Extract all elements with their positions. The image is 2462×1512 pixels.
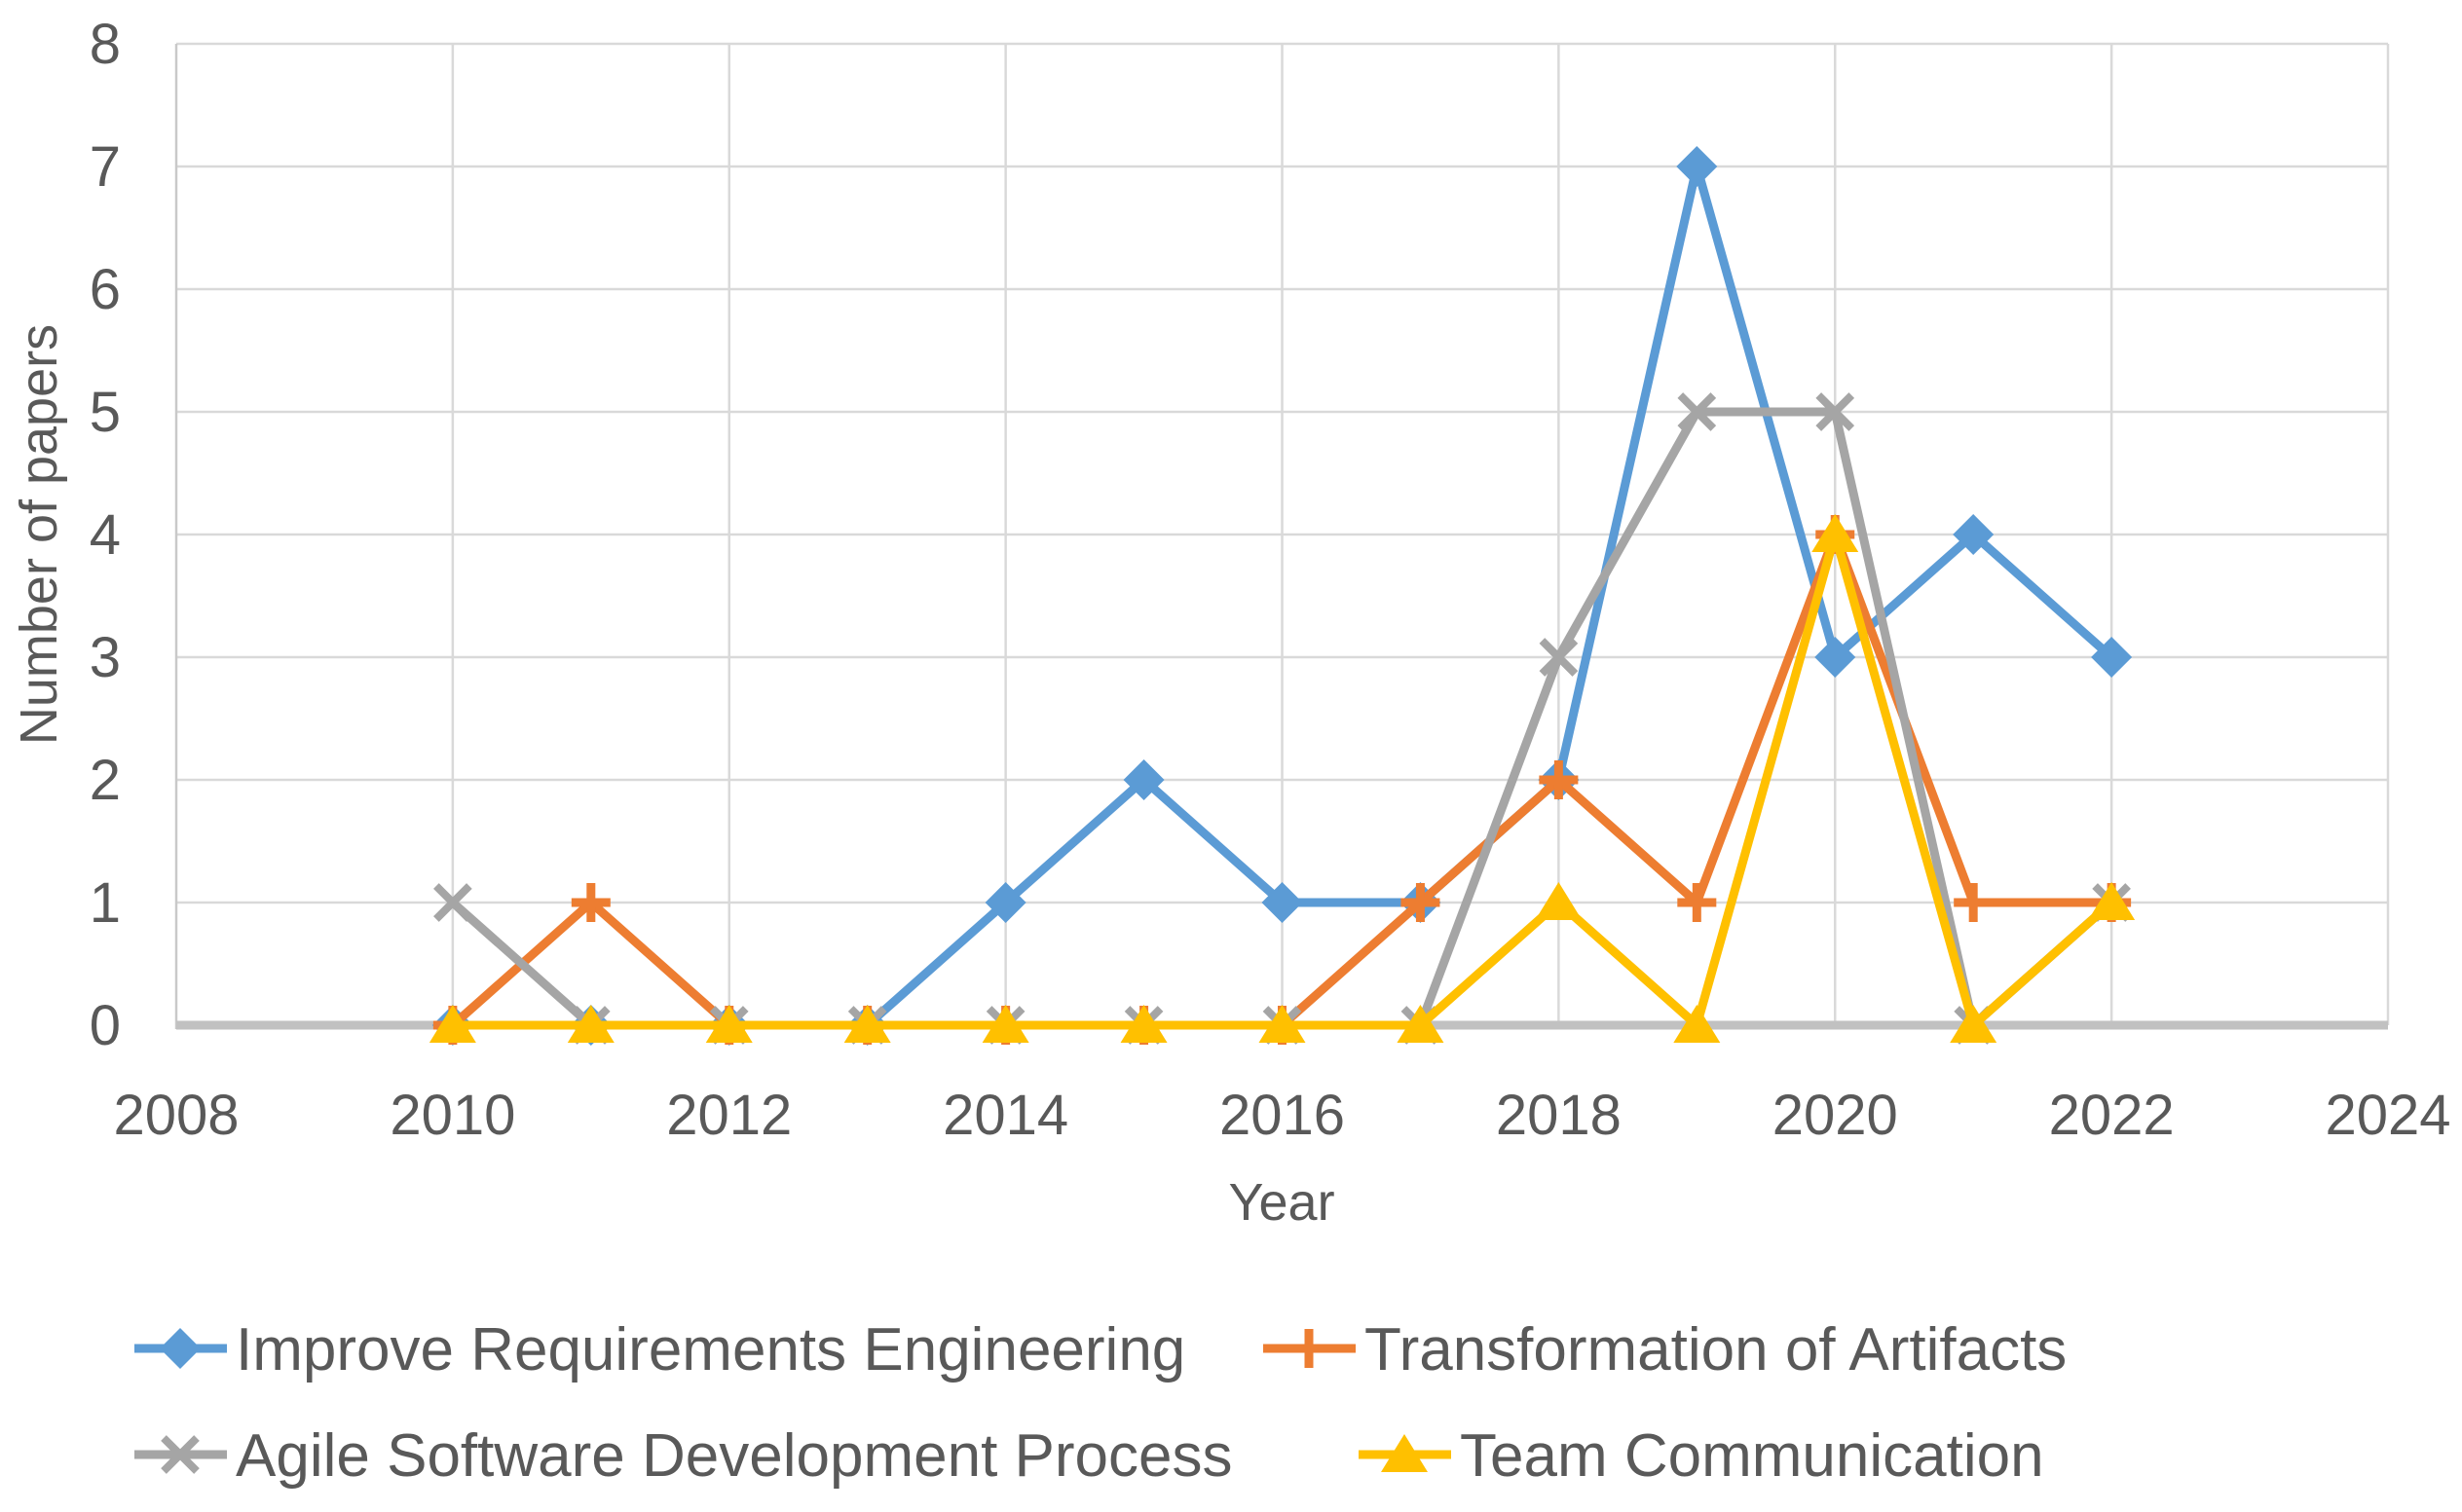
x-axis-tick-labels: 2008 2010 2012 2014 2016 2018 2020 2022 2024 <box>113 1084 2450 1147</box>
data-point-marker <box>1539 638 1579 677</box>
y-axis-tick-labels: 0 1 2 3 4 5 6 7 8 <box>90 13 121 1057</box>
legend-entry: Agile Software Development Process <box>134 1422 1232 1490</box>
data-point-marker <box>1677 392 1717 431</box>
data-point-marker <box>1950 1005 1997 1043</box>
series-layer <box>429 146 2136 1046</box>
data-point-marker <box>2088 882 2136 920</box>
data-point-marker <box>843 1005 891 1043</box>
data-point-marker <box>1814 637 1856 678</box>
legend-entry: Team Communication <box>1359 1422 2044 1490</box>
x-tick-label: 2020 <box>1772 1084 1898 1147</box>
y-tick-label: 2 <box>90 749 121 812</box>
data-point-marker <box>1123 759 1165 800</box>
y-tick-label: 8 <box>90 13 121 76</box>
legend-label: Team Communication <box>1460 1422 2044 1490</box>
x-tick-label: 2014 <box>943 1084 1068 1147</box>
data-point-marker <box>982 1005 1029 1043</box>
data-point-marker <box>1539 760 1579 799</box>
data-point-marker <box>1815 392 1855 431</box>
x-tick-label: 2012 <box>666 1084 792 1147</box>
data-point-marker <box>160 1328 201 1369</box>
x-tick-label: 2010 <box>390 1084 515 1147</box>
y-tick-label: 1 <box>90 871 121 935</box>
data-point-marker <box>1120 1005 1168 1043</box>
x-axis-title: Year <box>1228 1173 1334 1232</box>
y-tick-label: 0 <box>90 994 121 1057</box>
y-tick-label: 7 <box>90 135 121 199</box>
data-point-marker <box>1676 146 1718 187</box>
y-tick-label: 6 <box>90 258 121 321</box>
data-point-marker <box>1535 882 1583 920</box>
data-point-marker <box>433 883 472 922</box>
x-tick-label: 2024 <box>2325 1084 2450 1147</box>
data-point-marker <box>1677 883 1717 922</box>
legend: Improve Requirements Engineering Transfor… <box>134 1316 2067 1490</box>
data-point-marker <box>161 1435 200 1474</box>
data-point-marker <box>1261 882 1303 923</box>
data-point-marker <box>1400 883 1440 922</box>
data-point-marker <box>1381 1434 1428 1472</box>
y-tick-label: 3 <box>90 626 121 689</box>
series-triangle <box>429 514 2136 1043</box>
data-point-marker <box>571 883 611 922</box>
x-tick-label: 2018 <box>1496 1084 1622 1147</box>
data-point-marker <box>567 1005 615 1043</box>
data-point-marker <box>985 882 1026 923</box>
legend-label: Improve Requirements Engineering <box>236 1316 1185 1383</box>
y-tick-label: 5 <box>90 381 121 444</box>
y-tick-label: 4 <box>90 503 121 567</box>
data-point-marker <box>1397 1005 1444 1043</box>
data-point-marker <box>1953 514 1995 555</box>
legend-label: Transformation of Artifacts <box>1364 1316 2067 1383</box>
data-point-marker <box>1954 883 1994 922</box>
x-tick-label: 2022 <box>2049 1084 2175 1147</box>
data-point-marker <box>705 1005 753 1043</box>
legend-entry: Transformation of Artifacts <box>1263 1316 2067 1383</box>
data-point-marker <box>1673 1005 1721 1043</box>
data-point-marker <box>2091 637 2133 678</box>
gridlines <box>176 42 2390 1025</box>
legend-entry: Improve Requirements Engineering <box>134 1316 1185 1383</box>
x-tick-label: 2008 <box>113 1084 239 1147</box>
y-axis-title: Number of papers <box>10 324 68 745</box>
data-point-marker <box>1289 1329 1328 1368</box>
data-point-marker <box>1258 1005 1306 1043</box>
legend-label: Agile Software Development Process <box>236 1422 1232 1490</box>
x-tick-label: 2016 <box>1219 1084 1345 1147</box>
data-point-marker <box>1811 514 1859 552</box>
data-point-marker <box>429 1005 476 1043</box>
